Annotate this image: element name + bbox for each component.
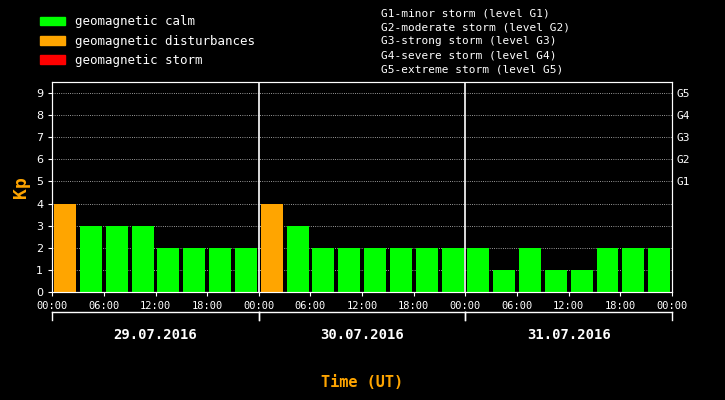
Bar xyxy=(183,248,205,292)
Text: 30.07.2016: 30.07.2016 xyxy=(320,328,404,342)
Bar xyxy=(54,204,76,292)
Y-axis label: Kp: Kp xyxy=(12,176,30,198)
Bar xyxy=(80,226,102,292)
Text: Time (UT): Time (UT) xyxy=(321,375,403,390)
Text: 29.07.2016: 29.07.2016 xyxy=(114,328,197,342)
Text: G1-minor storm (level G1)
G2-moderate storm (level G2)
G3-strong storm (level G3: G1-minor storm (level G1) G2-moderate st… xyxy=(381,8,570,74)
Bar xyxy=(545,270,567,292)
Bar xyxy=(493,270,515,292)
Bar xyxy=(106,226,128,292)
Bar xyxy=(132,226,154,292)
Text: 31.07.2016: 31.07.2016 xyxy=(527,328,610,342)
Bar xyxy=(648,248,670,292)
Bar xyxy=(468,248,489,292)
Bar xyxy=(390,248,412,292)
Bar xyxy=(261,204,283,292)
Bar xyxy=(339,248,360,292)
Bar xyxy=(571,270,592,292)
Legend: geomagnetic calm, geomagnetic disturbances, geomagnetic storm: geomagnetic calm, geomagnetic disturbanc… xyxy=(36,10,260,72)
Bar xyxy=(286,226,309,292)
Bar xyxy=(597,248,618,292)
Bar xyxy=(209,248,231,292)
Bar xyxy=(519,248,541,292)
Bar xyxy=(442,248,463,292)
Bar xyxy=(622,248,645,292)
Bar xyxy=(415,248,438,292)
Bar xyxy=(364,248,386,292)
Bar xyxy=(312,248,334,292)
Bar xyxy=(157,248,179,292)
Bar xyxy=(235,248,257,292)
